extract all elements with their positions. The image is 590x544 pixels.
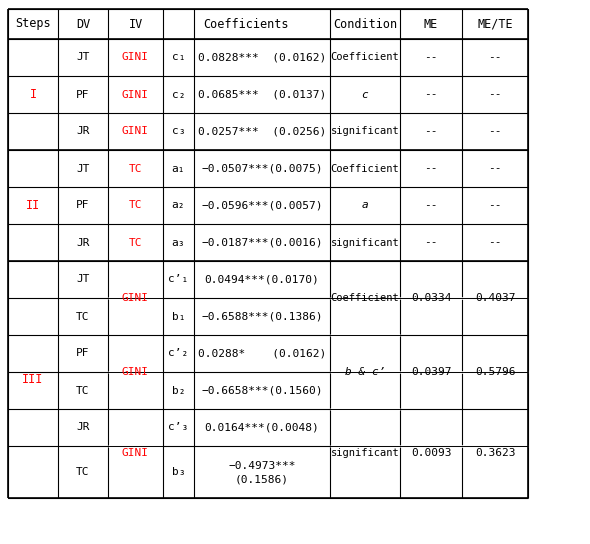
- Text: −0.4973***: −0.4973***: [228, 461, 296, 471]
- Text: TC: TC: [129, 201, 142, 211]
- Text: −0.6588***(0.1386): −0.6588***(0.1386): [201, 312, 323, 322]
- Text: --: --: [489, 201, 502, 211]
- Text: PF: PF: [76, 90, 90, 100]
- Text: JR: JR: [76, 423, 90, 432]
- Text: c: c: [362, 90, 368, 100]
- Text: JR: JR: [76, 127, 90, 137]
- Text: c₂: c₂: [172, 90, 185, 100]
- Text: --: --: [424, 238, 438, 248]
- Text: GINI: GINI: [122, 448, 149, 459]
- Text: --: --: [489, 90, 502, 100]
- Text: c₃: c₃: [172, 127, 185, 137]
- Text: 0.5796: 0.5796: [475, 367, 515, 377]
- Text: 0.0397: 0.0397: [411, 367, 451, 377]
- Text: GINI: GINI: [122, 90, 149, 100]
- Text: a₁: a₁: [172, 164, 185, 174]
- Text: −0.6658***(0.1560): −0.6658***(0.1560): [201, 386, 323, 395]
- Text: GINI: GINI: [122, 53, 149, 63]
- Text: --: --: [424, 127, 438, 137]
- Text: PF: PF: [76, 349, 90, 358]
- Text: significant: significant: [330, 127, 399, 137]
- Text: GINI: GINI: [122, 293, 149, 303]
- Text: 0.0685***  (0.0137): 0.0685*** (0.0137): [198, 90, 326, 100]
- Text: GINI: GINI: [122, 367, 149, 377]
- Text: JR: JR: [76, 238, 90, 248]
- Text: significant: significant: [330, 448, 399, 459]
- Text: b & c’: b & c’: [345, 367, 385, 377]
- Text: Coefficient: Coefficient: [330, 164, 399, 174]
- Text: 0.4037: 0.4037: [475, 293, 515, 303]
- Text: a: a: [362, 201, 368, 211]
- Text: 0.0257***  (0.0256): 0.0257*** (0.0256): [198, 127, 326, 137]
- Text: −0.0187***(0.0016): −0.0187***(0.0016): [201, 238, 323, 248]
- Text: --: --: [424, 53, 438, 63]
- Text: --: --: [489, 53, 502, 63]
- Text: JT: JT: [76, 275, 90, 285]
- Text: JT: JT: [76, 53, 90, 63]
- Text: 0.3623: 0.3623: [475, 448, 515, 459]
- Text: --: --: [424, 201, 438, 211]
- Text: I: I: [30, 88, 37, 101]
- Text: --: --: [489, 238, 502, 248]
- Text: --: --: [424, 164, 438, 174]
- Text: c’₁: c’₁: [168, 275, 189, 285]
- Text: --: --: [489, 127, 502, 137]
- Text: a₂: a₂: [172, 201, 185, 211]
- Text: Condition: Condition: [333, 17, 397, 30]
- Text: b₁: b₁: [172, 312, 185, 322]
- Text: IV: IV: [129, 17, 143, 30]
- Text: c’₃: c’₃: [168, 423, 189, 432]
- Text: GINI: GINI: [122, 127, 149, 137]
- Text: TC: TC: [76, 386, 90, 395]
- Text: PF: PF: [76, 201, 90, 211]
- Text: c₁: c₁: [172, 53, 185, 63]
- Text: Coefficient: Coefficient: [330, 53, 399, 63]
- Text: --: --: [489, 164, 502, 174]
- Text: II: II: [26, 199, 40, 212]
- Text: TC: TC: [76, 312, 90, 322]
- Text: c’₂: c’₂: [168, 349, 189, 358]
- Text: ME: ME: [424, 17, 438, 30]
- Text: −0.0507***(0.0075): −0.0507***(0.0075): [201, 164, 323, 174]
- Text: 0.0334: 0.0334: [411, 293, 451, 303]
- Text: (0.1586): (0.1586): [235, 475, 289, 485]
- Text: Coefficient: Coefficient: [330, 293, 399, 303]
- Text: ME/TE: ME/TE: [477, 17, 513, 30]
- Text: --: --: [424, 90, 438, 100]
- Text: Coefficients: Coefficients: [204, 17, 289, 30]
- Text: 0.0288*    (0.0162): 0.0288* (0.0162): [198, 349, 326, 358]
- Text: 0.0494***(0.0170): 0.0494***(0.0170): [205, 275, 319, 285]
- Text: TC: TC: [76, 467, 90, 477]
- Text: TC: TC: [129, 164, 142, 174]
- Text: JT: JT: [76, 164, 90, 174]
- Text: b₃: b₃: [172, 467, 185, 477]
- Text: a₃: a₃: [172, 238, 185, 248]
- Text: 0.0164***(0.0048): 0.0164***(0.0048): [205, 423, 319, 432]
- Text: TC: TC: [129, 238, 142, 248]
- Text: Steps: Steps: [15, 17, 51, 30]
- Text: 0.0093: 0.0093: [411, 448, 451, 459]
- Text: DV: DV: [76, 17, 90, 30]
- Text: 0.0828***  (0.0162): 0.0828*** (0.0162): [198, 53, 326, 63]
- Text: b₂: b₂: [172, 386, 185, 395]
- Text: −0.0596***(0.0057): −0.0596***(0.0057): [201, 201, 323, 211]
- Text: III: III: [22, 373, 44, 386]
- Text: significant: significant: [330, 238, 399, 248]
